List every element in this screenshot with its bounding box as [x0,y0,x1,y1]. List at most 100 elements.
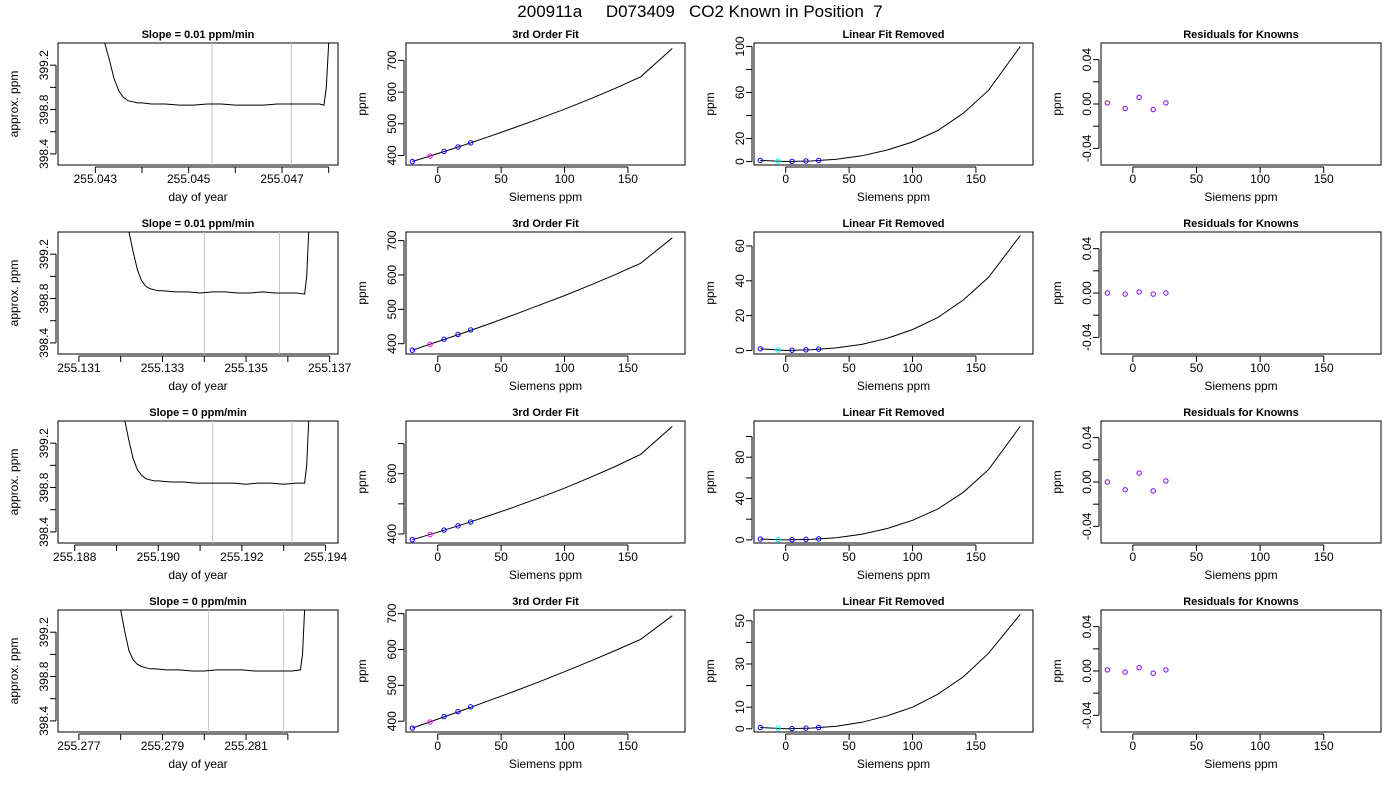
x-tick-label: 100 [903,739,923,753]
known-data-point [1163,667,1169,673]
chart-title: Slope = 0.01 ppm/min [142,218,255,230]
y-tick-label: 398.8 [37,472,51,502]
y-axis-label: ppm [355,470,369,493]
concentration-trace-line [120,610,306,672]
y-axis-label: ppm [703,281,717,304]
x-axis-label: Siemens ppm [1204,757,1277,771]
known-data-point [757,157,764,164]
x-axis-label: Siemens ppm [509,379,582,393]
known-data-point [409,536,416,543]
y-tick-label: 100 [733,36,747,56]
plot-frame [753,231,1034,355]
y-tick-label: 50 [733,614,747,628]
plot-frame [1100,42,1382,166]
x-axis-label: Siemens ppm [509,568,582,582]
known-data-point [1104,100,1111,106]
y-axis-label: ppm [355,92,369,115]
x-axis-label: Siemens ppm [1204,379,1277,393]
x-tick-label: 100 [555,361,575,375]
y-tick-label: -0.04 [1080,134,1094,162]
x-axis-label: day of year [168,568,227,582]
y-axis-label: approx. ppm [7,260,21,327]
x-tick-label: 0 [1129,361,1136,375]
y-tick-label: 398.4 [37,706,51,736]
y-tick-label: 0.00 [1080,92,1094,116]
known-data-point [427,341,433,348]
x-tick-label: 150 [966,550,986,564]
known-data-point [409,725,416,731]
x-tick-label: 150 [1314,739,1334,753]
y-tick-label: 20 [733,309,747,323]
x-tick-label: 0 [434,550,441,564]
chart-title: Slope = 0 ppm/min [149,596,247,608]
y-tick-label: 80 [733,450,747,464]
known-data-point [1122,669,1128,675]
y-axis-label: approx. ppm [7,638,21,705]
chart-panel-trace-3: Slope = 0 ppm/min day of year approx. ppm 2… [7,407,347,582]
y-axis-label: ppm [1050,281,1064,304]
known-data-point [441,148,447,155]
x-tick-label: 0 [434,361,441,375]
y-tick-label: 0.04 [1080,48,1094,72]
y-tick-label: 500 [385,113,399,133]
fit-curve-line [412,237,673,351]
known-data-point [1136,289,1142,295]
x-axis-label: Siemens ppm [857,757,930,771]
y-tick-label: 400 [385,524,399,544]
known-data-point [803,347,809,353]
known-data-point [775,536,781,543]
y-tick-label: 399.2 [37,428,51,458]
y-tick-label: 40 [733,492,747,506]
y-tick-label: 398.4 [37,139,51,169]
known-data-point [455,144,461,150]
known-data-point [815,724,822,731]
known-data-point [467,519,474,525]
y-tick-label: 60 [733,239,747,253]
known-data-point [427,719,433,725]
known-data-point [775,347,781,353]
known-data-point [815,157,822,164]
x-tick-label: 0 [1129,739,1136,753]
x-tick-label: 255.277 [57,739,101,753]
y-tick-label: 500 [385,299,399,319]
y-tick-label: 399.2 [37,617,51,647]
x-tick-label: 150 [966,172,986,186]
x-tick-label: 100 [1250,550,1270,564]
x-tick-label: 0 [1129,172,1136,186]
page-title: 200911a D073409 CO2 Known in Position 7 [517,2,883,21]
chart-title: Linear Fit Removed [842,407,944,419]
x-tick-label: 50 [494,172,508,186]
plot-frame [1100,420,1382,544]
x-tick-label: 0 [1129,550,1136,564]
y-axis-label: ppm [703,659,717,682]
chart-title: 3rd Order Fit [512,407,579,419]
plot-frame [753,609,1034,733]
y-tick-label: 10 [733,700,747,714]
chart-panel-trace-2: Slope = 0.01 ppm/min day of year approx. p… [7,218,352,393]
known-data-point [409,158,416,165]
y-tick-label: 60 [733,85,747,99]
known-data-point [757,346,764,352]
known-data-point [455,331,461,338]
known-data-point [467,704,474,710]
y-tick-label: -0.04 [1080,701,1094,729]
x-tick-label: 255.279 [141,739,185,753]
x-tick-label: 50 [842,739,856,753]
y-tick-label: 500 [385,675,399,695]
chart-panel-resid-4: Residuals for Knowns Siemens ppm ppm 0 50 100… [1050,596,1382,771]
fit-curve-line [412,615,673,729]
x-tick-label: 50 [1190,739,1204,753]
y-tick-label: 0.00 [1080,470,1094,494]
fit-curve-line [760,46,1021,163]
chart-title: Slope = 0 ppm/min [149,407,247,419]
x-tick-label: 255.194 [304,550,348,564]
known-data-point [789,158,795,165]
x-tick-label: 100 [1250,361,1270,375]
x-tick-label: 50 [494,550,508,564]
concentration-trace-line [128,232,310,295]
x-tick-label: 255.135 [224,361,268,375]
concentration-trace-line [124,421,310,485]
known-data-point [803,158,809,164]
known-data-point [1104,479,1111,485]
x-tick-label: 150 [1314,361,1334,375]
